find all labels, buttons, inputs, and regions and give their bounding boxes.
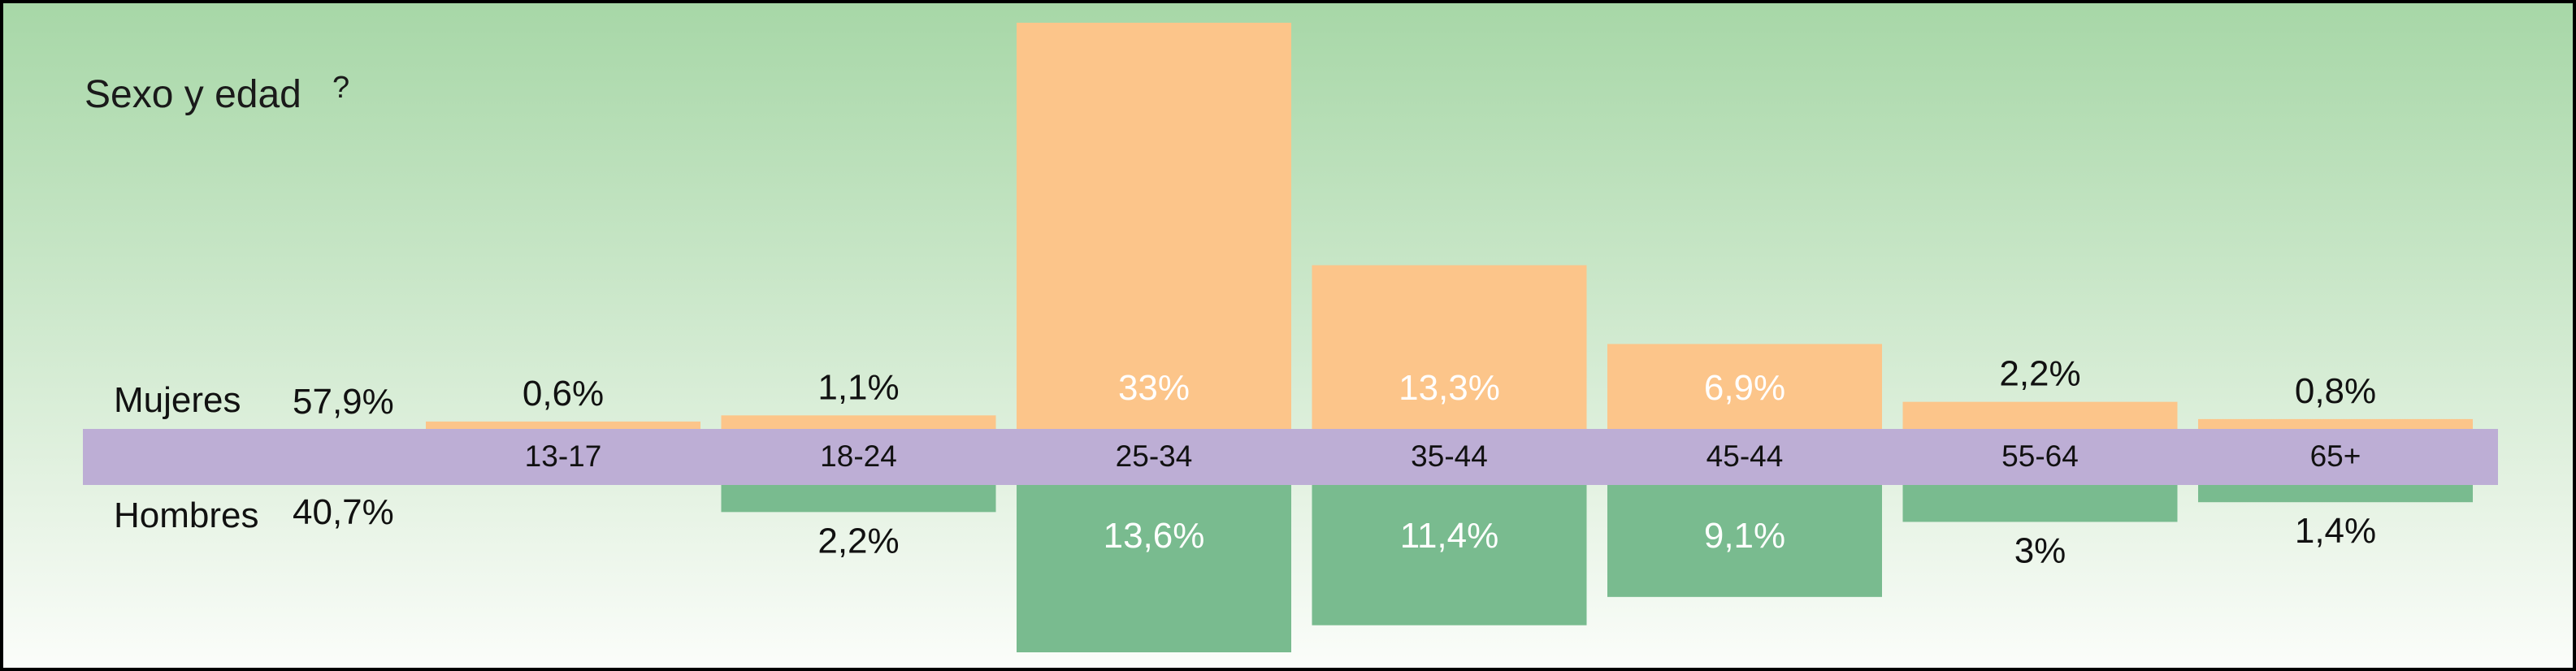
bar-hombres-55-64	[1902, 485, 2178, 522]
value-label-hombres: 1,4%	[2295, 511, 2376, 551]
category-label: 55-64	[2001, 439, 2079, 473]
category-label: 25-34	[1116, 439, 1193, 473]
value-labels: 0,6% 1,1% 2,2% 33% 13,6% 13,3% 11,4% 6,9% 9,1% 2,…	[523, 354, 2376, 571]
bar-mujeres-35-44	[1312, 265, 1587, 429]
value-label-hombres: 2,2%	[817, 521, 899, 561]
bar-mujeres-65+	[2198, 418, 2473, 429]
category-label: 65+	[2310, 439, 2361, 473]
bar-mujeres-25-34	[1017, 23, 1291, 429]
value-label-mujeres: 2,2%	[1999, 354, 2080, 394]
legend-hombres-total: 40,7%	[293, 492, 394, 532]
legend-hombres-label: Hombres	[114, 496, 259, 535]
chart-title-mark: ?	[332, 71, 349, 105]
bar-hombres-45-44	[1607, 485, 1882, 597]
bar-mujeres-55-64	[1902, 401, 2178, 429]
value-label-mujeres: 0,6%	[523, 374, 604, 413]
bar-hombres-18-24	[721, 485, 996, 513]
value-label-hombres: 3%	[2014, 530, 2066, 570]
bar-mujeres-18-24	[721, 415, 996, 429]
value-label-hombres: 9,1%	[1704, 516, 1785, 556]
value-label-hombres: 11,4%	[1400, 516, 1499, 556]
value-label-mujeres: 0,8%	[2295, 371, 2376, 411]
mujeres-bars	[426, 23, 2473, 429]
category-label: 13-17	[525, 439, 602, 473]
bar-hombres-65+	[2198, 485, 2473, 503]
category-label: 18-24	[820, 439, 897, 473]
category-label: 45-44	[1706, 439, 1784, 473]
category-label: 35-44	[1411, 439, 1488, 473]
value-label-mujeres: 1,1%	[817, 367, 899, 407]
value-label-mujeres: 33%	[1118, 368, 1190, 408]
chart-title: Sexo y edad	[85, 73, 301, 116]
bar-mujeres-13-17	[426, 421, 700, 429]
value-label-hombres: 13,6%	[1104, 516, 1205, 556]
hombres-bars	[721, 485, 2473, 652]
legend-mujeres-total: 57,9%	[293, 382, 394, 422]
bar-hombres-25-34	[1017, 485, 1291, 652]
age-axis-band	[83, 429, 2498, 485]
bar-hombres-35-44	[1312, 485, 1587, 626]
age-category-labels: 13-17 18-24 25-34 35-44 45-44 55-64 65+	[525, 439, 2361, 473]
value-label-mujeres: 13,3%	[1399, 368, 1500, 408]
legend-mujeres-label: Mujeres	[114, 380, 241, 420]
value-label-mujeres: 6,9%	[1704, 368, 1785, 408]
bar-mujeres-45-44	[1607, 344, 1882, 429]
chart-svg: Sexo y edad ? 13-17 18-24 25-34 35-44 45-44 5…	[83, 23, 2498, 652]
